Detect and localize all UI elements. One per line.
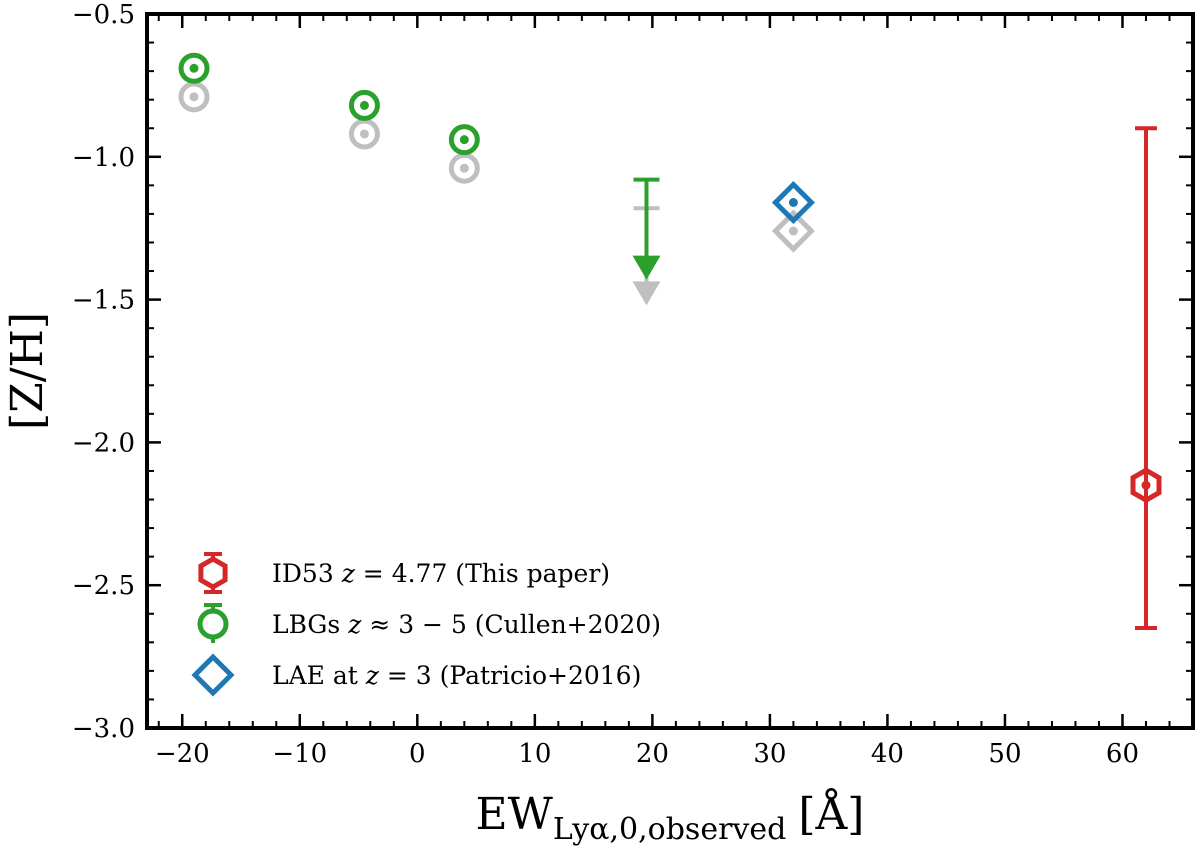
legend-label-part: ≈ 3 − 5 (Cullen+2020) <box>361 610 661 639</box>
plot-frame <box>145 12 1195 730</box>
legend-label-part: ID53 <box>272 559 342 588</box>
x-axis-title-unit: [Å] <box>798 787 864 840</box>
legend-label-italic: z <box>341 559 356 588</box>
x-tick-label: 20 <box>636 739 669 769</box>
x-axis-title-main: EW <box>476 789 554 840</box>
y-tick-label: −0.5 <box>72 0 135 30</box>
data-point-marker <box>448 124 480 156</box>
data-point-marker-center-dot <box>459 135 469 145</box>
legend-label: ID53 z = 4.77 (This paper) <box>272 559 610 588</box>
series-3 <box>178 81 815 306</box>
data-point-marker-center-dot <box>359 129 369 139</box>
upper-limit-marker-arrow <box>632 255 661 280</box>
series-2 <box>771 180 815 225</box>
x-tick-label: 10 <box>518 739 551 769</box>
data-point-marker <box>348 89 380 121</box>
legend-hexagon-marker <box>198 556 228 590</box>
y-axis-title: [Z/H] <box>2 312 53 430</box>
legend-diamond-marker <box>191 653 235 697</box>
data-point-marker-center-dot <box>359 100 369 110</box>
legend-label: LBGs z ≈ 3 − 5 (Cullen+2020) <box>272 610 661 639</box>
data-point-marker <box>771 180 815 225</box>
legend-entry-2: LAE at z = 3 (Patricio+2016) <box>191 653 641 697</box>
data-point-marker <box>448 152 480 184</box>
x-tick-label: −20 <box>155 739 210 769</box>
data-point-marker-center-dot <box>788 226 798 236</box>
data-point-marker-center-dot <box>1141 480 1151 490</box>
data-point-marker <box>348 118 380 150</box>
data-point-marker-center-dot <box>459 163 469 173</box>
x-tick-label: 0 <box>409 739 426 769</box>
y-tick-label: −2.0 <box>72 428 135 458</box>
x-tick-label: −10 <box>272 739 327 769</box>
data-point-marker <box>1130 467 1162 504</box>
y-tick-label: −1.5 <box>72 286 135 316</box>
x-axis-title: EWLyα,0,observed [Å] <box>476 787 865 846</box>
series-0 <box>1130 126 1162 631</box>
legend-entry-1: LBGs z ≈ 3 − 5 (Cullen+2020) <box>197 603 661 643</box>
y-tick-label: −1.0 <box>72 143 135 173</box>
x-tick-label: 50 <box>988 739 1021 769</box>
legend-label-part: LBGs <box>272 610 348 639</box>
legend-label-italic: z <box>365 661 380 690</box>
legend-label-part: LAE at <box>272 661 366 690</box>
data-point-marker-center-dot <box>189 92 199 102</box>
legend-label-part: = 3 (Patricio+2016) <box>379 661 641 690</box>
legend-entry-0: ID53 z = 4.77 (This paper) <box>198 552 610 594</box>
data-point-marker <box>771 209 815 253</box>
data-point-marker <box>178 52 210 84</box>
legend-circle-marker <box>197 608 229 640</box>
y-tick-label: −2.5 <box>72 571 135 601</box>
data-point-marker <box>178 81 210 113</box>
legend-label-part: = 4.77 (This paper) <box>355 559 610 588</box>
series-1 <box>178 52 661 280</box>
data-point-marker-center-dot <box>788 197 798 207</box>
legend-label-italic: z <box>347 610 362 639</box>
y-tick-label: −3.0 <box>72 714 135 744</box>
x-tick-label: 30 <box>753 739 786 769</box>
x-tick-label: 40 <box>871 739 904 769</box>
x-tick-label: 60 <box>1106 739 1139 769</box>
upper-limit-marker-arrow <box>632 281 661 306</box>
x-axis-title-subscript: Lyα,0,observed <box>553 812 786 846</box>
data-point-marker-center-dot <box>189 63 199 73</box>
legend-label: LAE at z = 3 (Patricio+2016) <box>272 661 641 690</box>
